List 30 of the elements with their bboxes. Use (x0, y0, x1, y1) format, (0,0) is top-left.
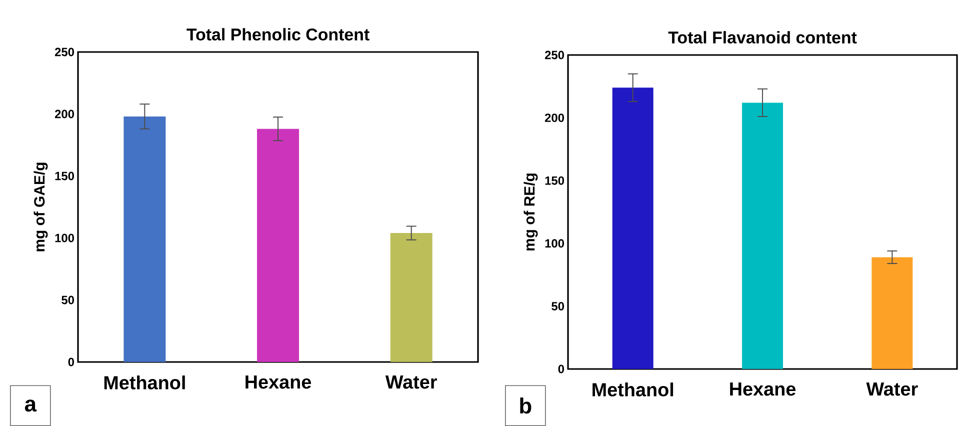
y-tick-label: 50 (552, 302, 564, 310)
y-tick-label: 0 (68, 358, 74, 366)
bar (390, 233, 432, 362)
bar (257, 128, 300, 362)
bar (612, 88, 654, 369)
y-tick-label: 100 (55, 234, 74, 242)
x-tick-label: Hexane (730, 382, 796, 396)
x-tick-label: Methanol (104, 376, 185, 390)
x-tick-label: Methanol (592, 382, 674, 396)
chart-title: Total Flavanoid content (668, 31, 857, 44)
bar (124, 116, 166, 362)
y-tick-label: 100 (545, 239, 564, 248)
bar (742, 102, 784, 369)
y-axis-title: mg of GAE/g (34, 162, 48, 252)
text: b (520, 398, 532, 414)
y-tick-label: 250 (54, 48, 74, 56)
y-axis-title: mg of RE/g (524, 174, 538, 250)
y-tick-label: 150 (55, 172, 74, 180)
y-tick-label: 200 (54, 110, 74, 118)
y-tick-label: 0 (558, 364, 564, 374)
text: a (24, 400, 37, 412)
y-tick-label: 250 (544, 50, 564, 60)
x-tick-label: Water (866, 382, 918, 396)
y-tick-label: 50 (62, 296, 74, 304)
x-tick-label: Water (385, 376, 437, 389)
bar (872, 257, 913, 369)
x-tick-label: Hexane (246, 376, 312, 389)
y-tick-label: 150 (545, 176, 564, 185)
y-tick-label: 200 (544, 114, 564, 122)
chart-title: Total Phenolic Content (186, 28, 370, 41)
